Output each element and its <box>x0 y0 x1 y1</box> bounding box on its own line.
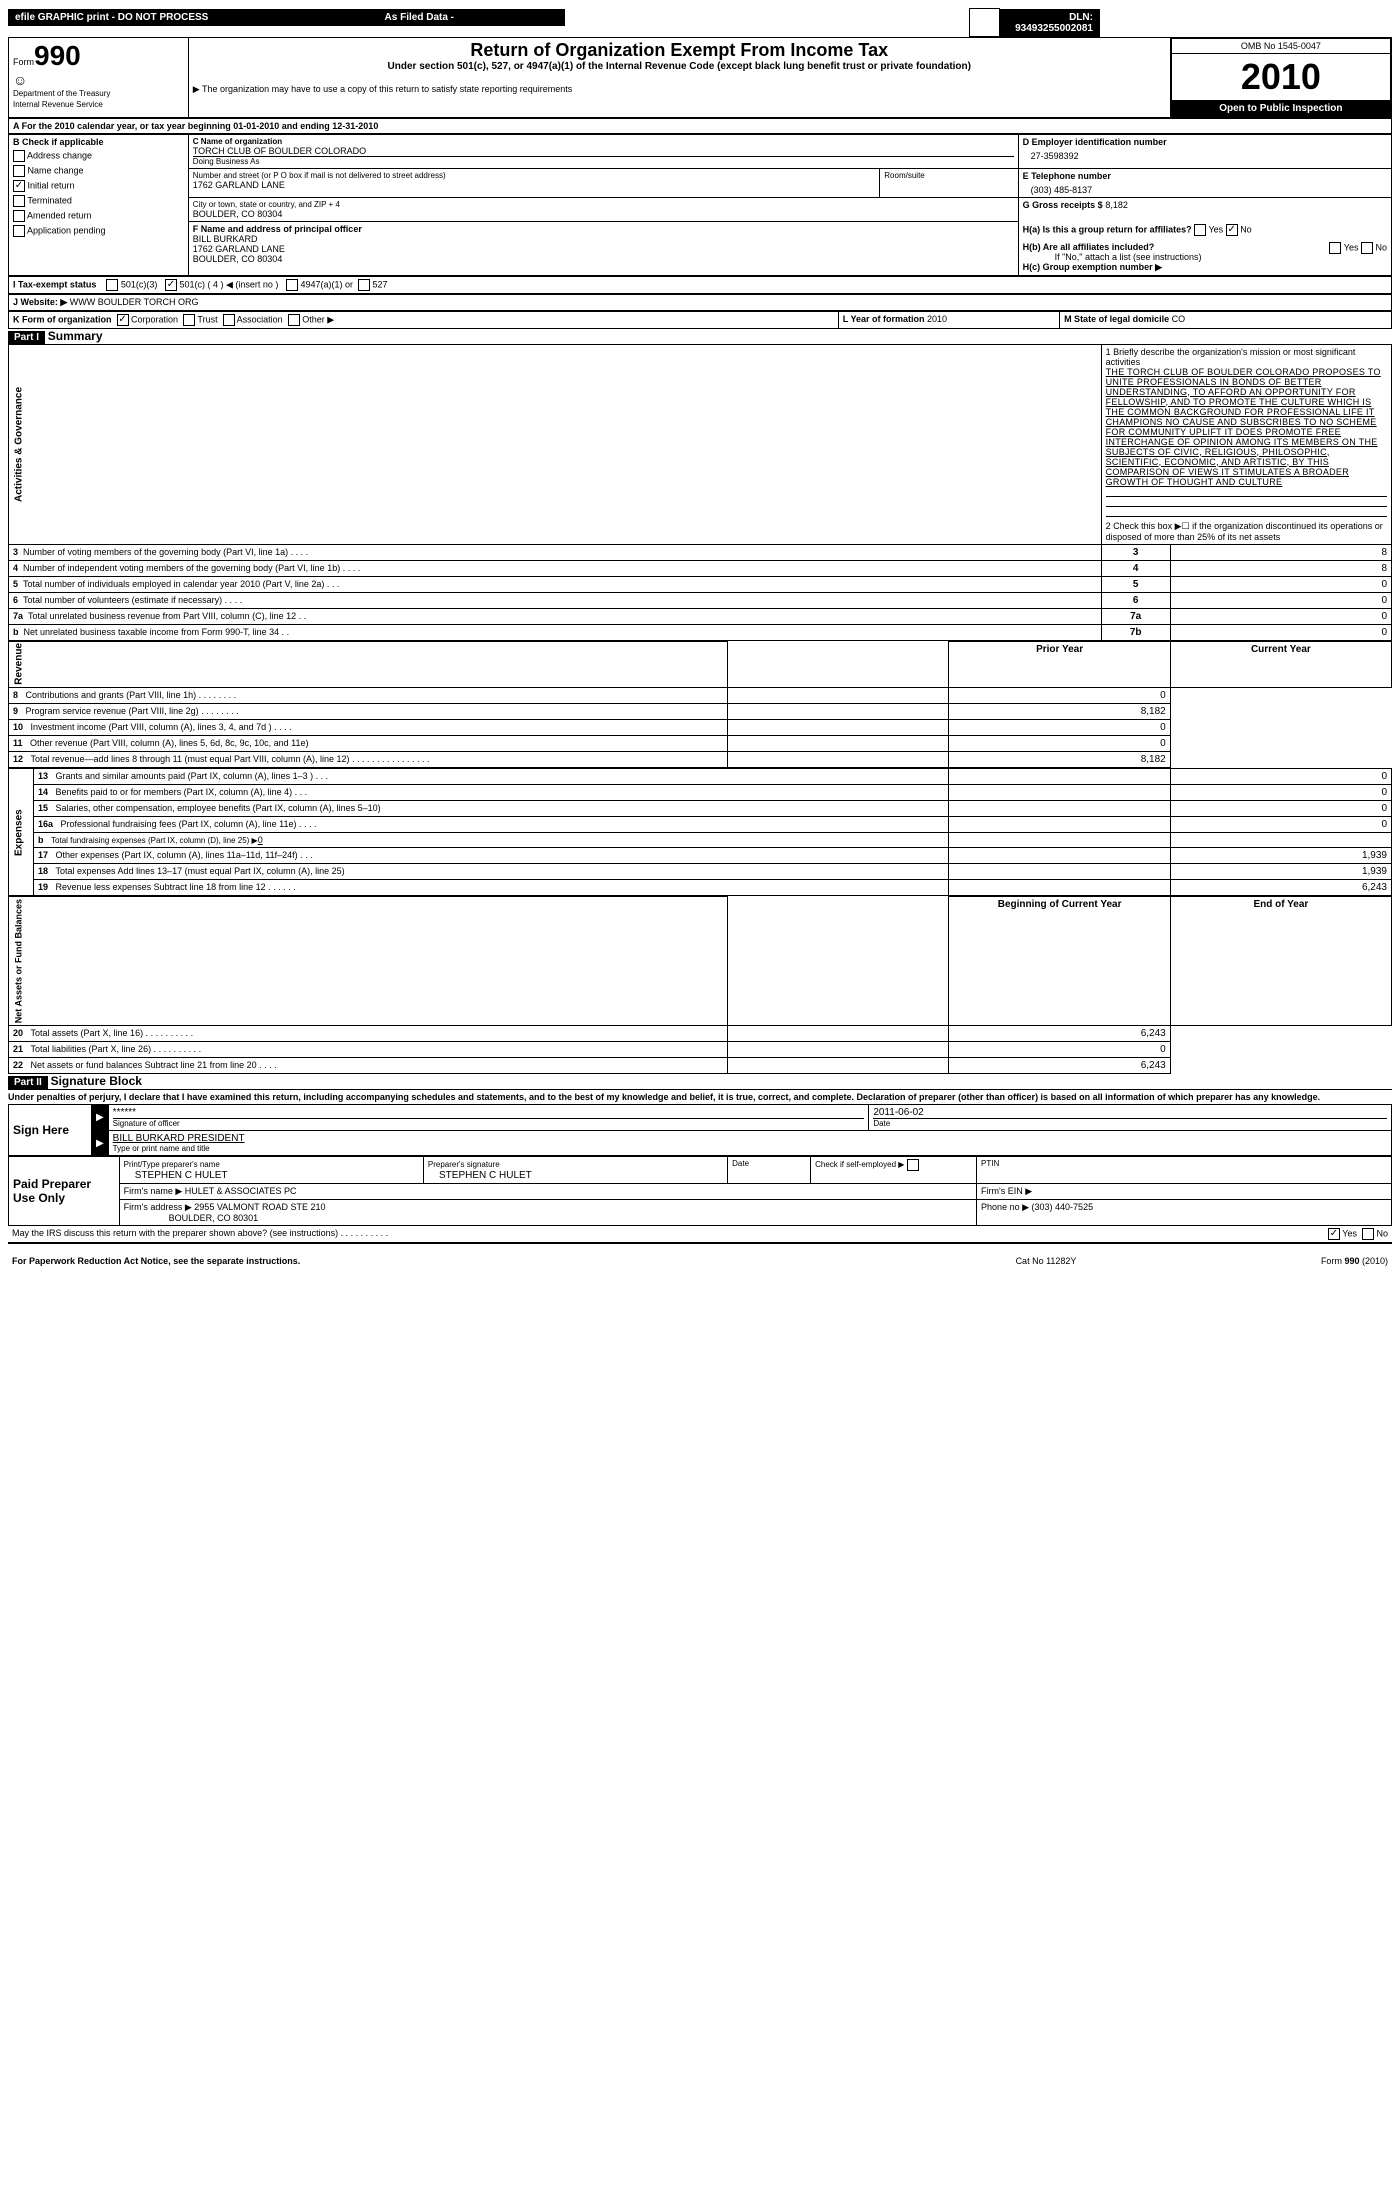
line-j: J Website: ▶ WWW BOULDER TORCH ORG <box>9 294 1392 310</box>
i-501c-checkbox[interactable]: ✓ <box>165 279 177 291</box>
i-4947-checkbox[interactable] <box>286 279 298 291</box>
header-box: Form990 ☺ Department of the Treasury Int… <box>8 37 1392 118</box>
line-k: K Form of organization ✓ Corporation Tru… <box>9 311 839 328</box>
ein: 27-3598392 <box>1023 147 1387 161</box>
form-number: 990 <box>34 40 81 71</box>
org-name: TORCH CLUB OF BOULDER COLORADO <box>193 146 1014 156</box>
officer-name-title: BILL BURKARD PRESIDENT <box>113 1133 1387 1144</box>
discuss-line: May the IRS discuss this return with the… <box>8 1226 1392 1243</box>
col-prior: Prior Year <box>949 641 1170 688</box>
paid-preparer-label: Paid Preparer Use Only <box>9 1157 120 1226</box>
officer-name: BILL BURKARD <box>193 234 1014 244</box>
ha-yes-checkbox[interactable] <box>1194 224 1206 236</box>
hb-yes-checkbox[interactable] <box>1329 242 1341 254</box>
summary-table: Activities & Governance 1 Briefly descri… <box>8 344 1392 641</box>
mission-text: THE TORCH CLUB OF BOULDER COLORADO PROPO… <box>1106 367 1387 487</box>
tax-year: 2010 <box>1171 54 1390 101</box>
k-trust-checkbox[interactable] <box>183 314 195 326</box>
line-i: I Tax-exempt status 501(c)(3) ✓ 501(c) (… <box>9 276 1392 293</box>
gov-val-6: 0 <box>1170 592 1391 608</box>
netassets-table: Net Assets or Fund Balances Beginning of… <box>8 896 1392 1074</box>
gross-receipts: 8,182 <box>1105 200 1128 210</box>
gov-val-5: 0 <box>1170 576 1391 592</box>
website: WWW BOULDER TORCH ORG <box>70 297 199 307</box>
preparer-block: Paid Preparer Use Only Print/Type prepar… <box>8 1156 1392 1226</box>
b-check-3[interactable] <box>13 195 25 207</box>
part2-header: Part II <box>8 1076 48 1089</box>
col-eoy: End of Year <box>1170 897 1391 1026</box>
year-formation: 2010 <box>927 314 947 324</box>
i-501c3-checkbox[interactable] <box>106 279 118 291</box>
b-check-5[interactable] <box>13 225 25 237</box>
part1-header: Part I <box>8 331 45 344</box>
col-boy: Beginning of Current Year <box>949 897 1170 1026</box>
city-state-zip: BOULDER, CO 80304 <box>193 209 1014 219</box>
state-domicile: CO <box>1172 314 1186 324</box>
sign-date: 2011-06-02 <box>873 1107 1387 1118</box>
dln-label: DLN: 93493255002081 <box>1000 9 1100 37</box>
b-check-1[interactable] <box>13 165 25 177</box>
preparer-name: STEPHEN C HULET <box>135 1170 228 1181</box>
gov-val-4: 8 <box>1170 560 1391 576</box>
k-assoc-checkbox[interactable] <box>223 314 235 326</box>
firm-name: HULET & ASSOCIATES PC <box>185 1186 297 1196</box>
street-address: 1762 GARLAND LANE <box>193 180 876 190</box>
self-employed-checkbox[interactable] <box>907 1159 919 1171</box>
gov-val-7b: 0 <box>1170 624 1391 640</box>
org-info-block: B Check if applicable Address change Nam… <box>8 134 1392 276</box>
asfiled-label: As Filed Data - <box>378 9 565 26</box>
firm-phone: (303) 440-7525 <box>1032 1202 1094 1212</box>
penalty-statement: Under penalties of perjury, I declare th… <box>8 1089 1392 1104</box>
ha-no-checkbox[interactable]: ✓ <box>1226 224 1238 236</box>
form-title: Return of Organization Exempt From Incom… <box>193 40 1166 61</box>
sign-block: Sign Here ▶ ****** Signature of officer … <box>8 1104 1392 1156</box>
sign-here-label: Sign Here <box>9 1105 92 1156</box>
pra-notice: For Paperwork Reduction Act Notice, see … <box>8 1254 908 1268</box>
i-527-checkbox[interactable] <box>358 279 370 291</box>
b-check-4[interactable] <box>13 210 25 222</box>
open-public: Open to Public Inspection <box>1171 101 1390 117</box>
expenses-table: Expenses13 Grants and similar amounts pa… <box>8 768 1392 896</box>
top-bar: efile GRAPHIC print - DO NOT PROCESS As … <box>8 8 1392 37</box>
b-check-2[interactable]: ✓ <box>13 180 25 192</box>
hb-no-checkbox[interactable] <box>1361 242 1373 254</box>
cat-number: Cat No 11282Y <box>908 1254 1185 1268</box>
b-check-0[interactable] <box>13 150 25 162</box>
gov-vlabel: Activities & Governance <box>9 344 1102 544</box>
section-b: B Check if applicable Address change Nam… <box>9 135 189 276</box>
omb-number: OMB No 1545-0047 <box>1171 39 1390 54</box>
rev-vlabel: Revenue <box>9 641 728 688</box>
discuss-yes-checkbox[interactable]: ✓ <box>1328 1228 1340 1240</box>
firm-address: 2955 VALMONT ROAD STE 210 <box>194 1202 325 1212</box>
k-corp-checkbox[interactable]: ✓ <box>117 314 129 326</box>
discuss-no-checkbox[interactable] <box>1362 1228 1374 1240</box>
gov-val-3: 8 <box>1170 544 1391 560</box>
revenue-table: Revenue Prior Year Current Year 8 Contri… <box>8 641 1392 769</box>
net-vlabel: Net Assets or Fund Balances <box>9 897 728 1026</box>
col-current: Current Year <box>1170 641 1391 688</box>
line-a: A For the 2010 calendar year, or tax yea… <box>9 119 1392 134</box>
line-2: 2 Check this box ▶☐ if the organization … <box>1101 519 1391 545</box>
phone: (303) 485-8137 <box>1023 181 1387 195</box>
efile-label: efile GRAPHIC print - DO NOT PROCESS <box>8 9 378 26</box>
k-other-checkbox[interactable] <box>288 314 300 326</box>
gov-val-7a: 0 <box>1170 608 1391 624</box>
